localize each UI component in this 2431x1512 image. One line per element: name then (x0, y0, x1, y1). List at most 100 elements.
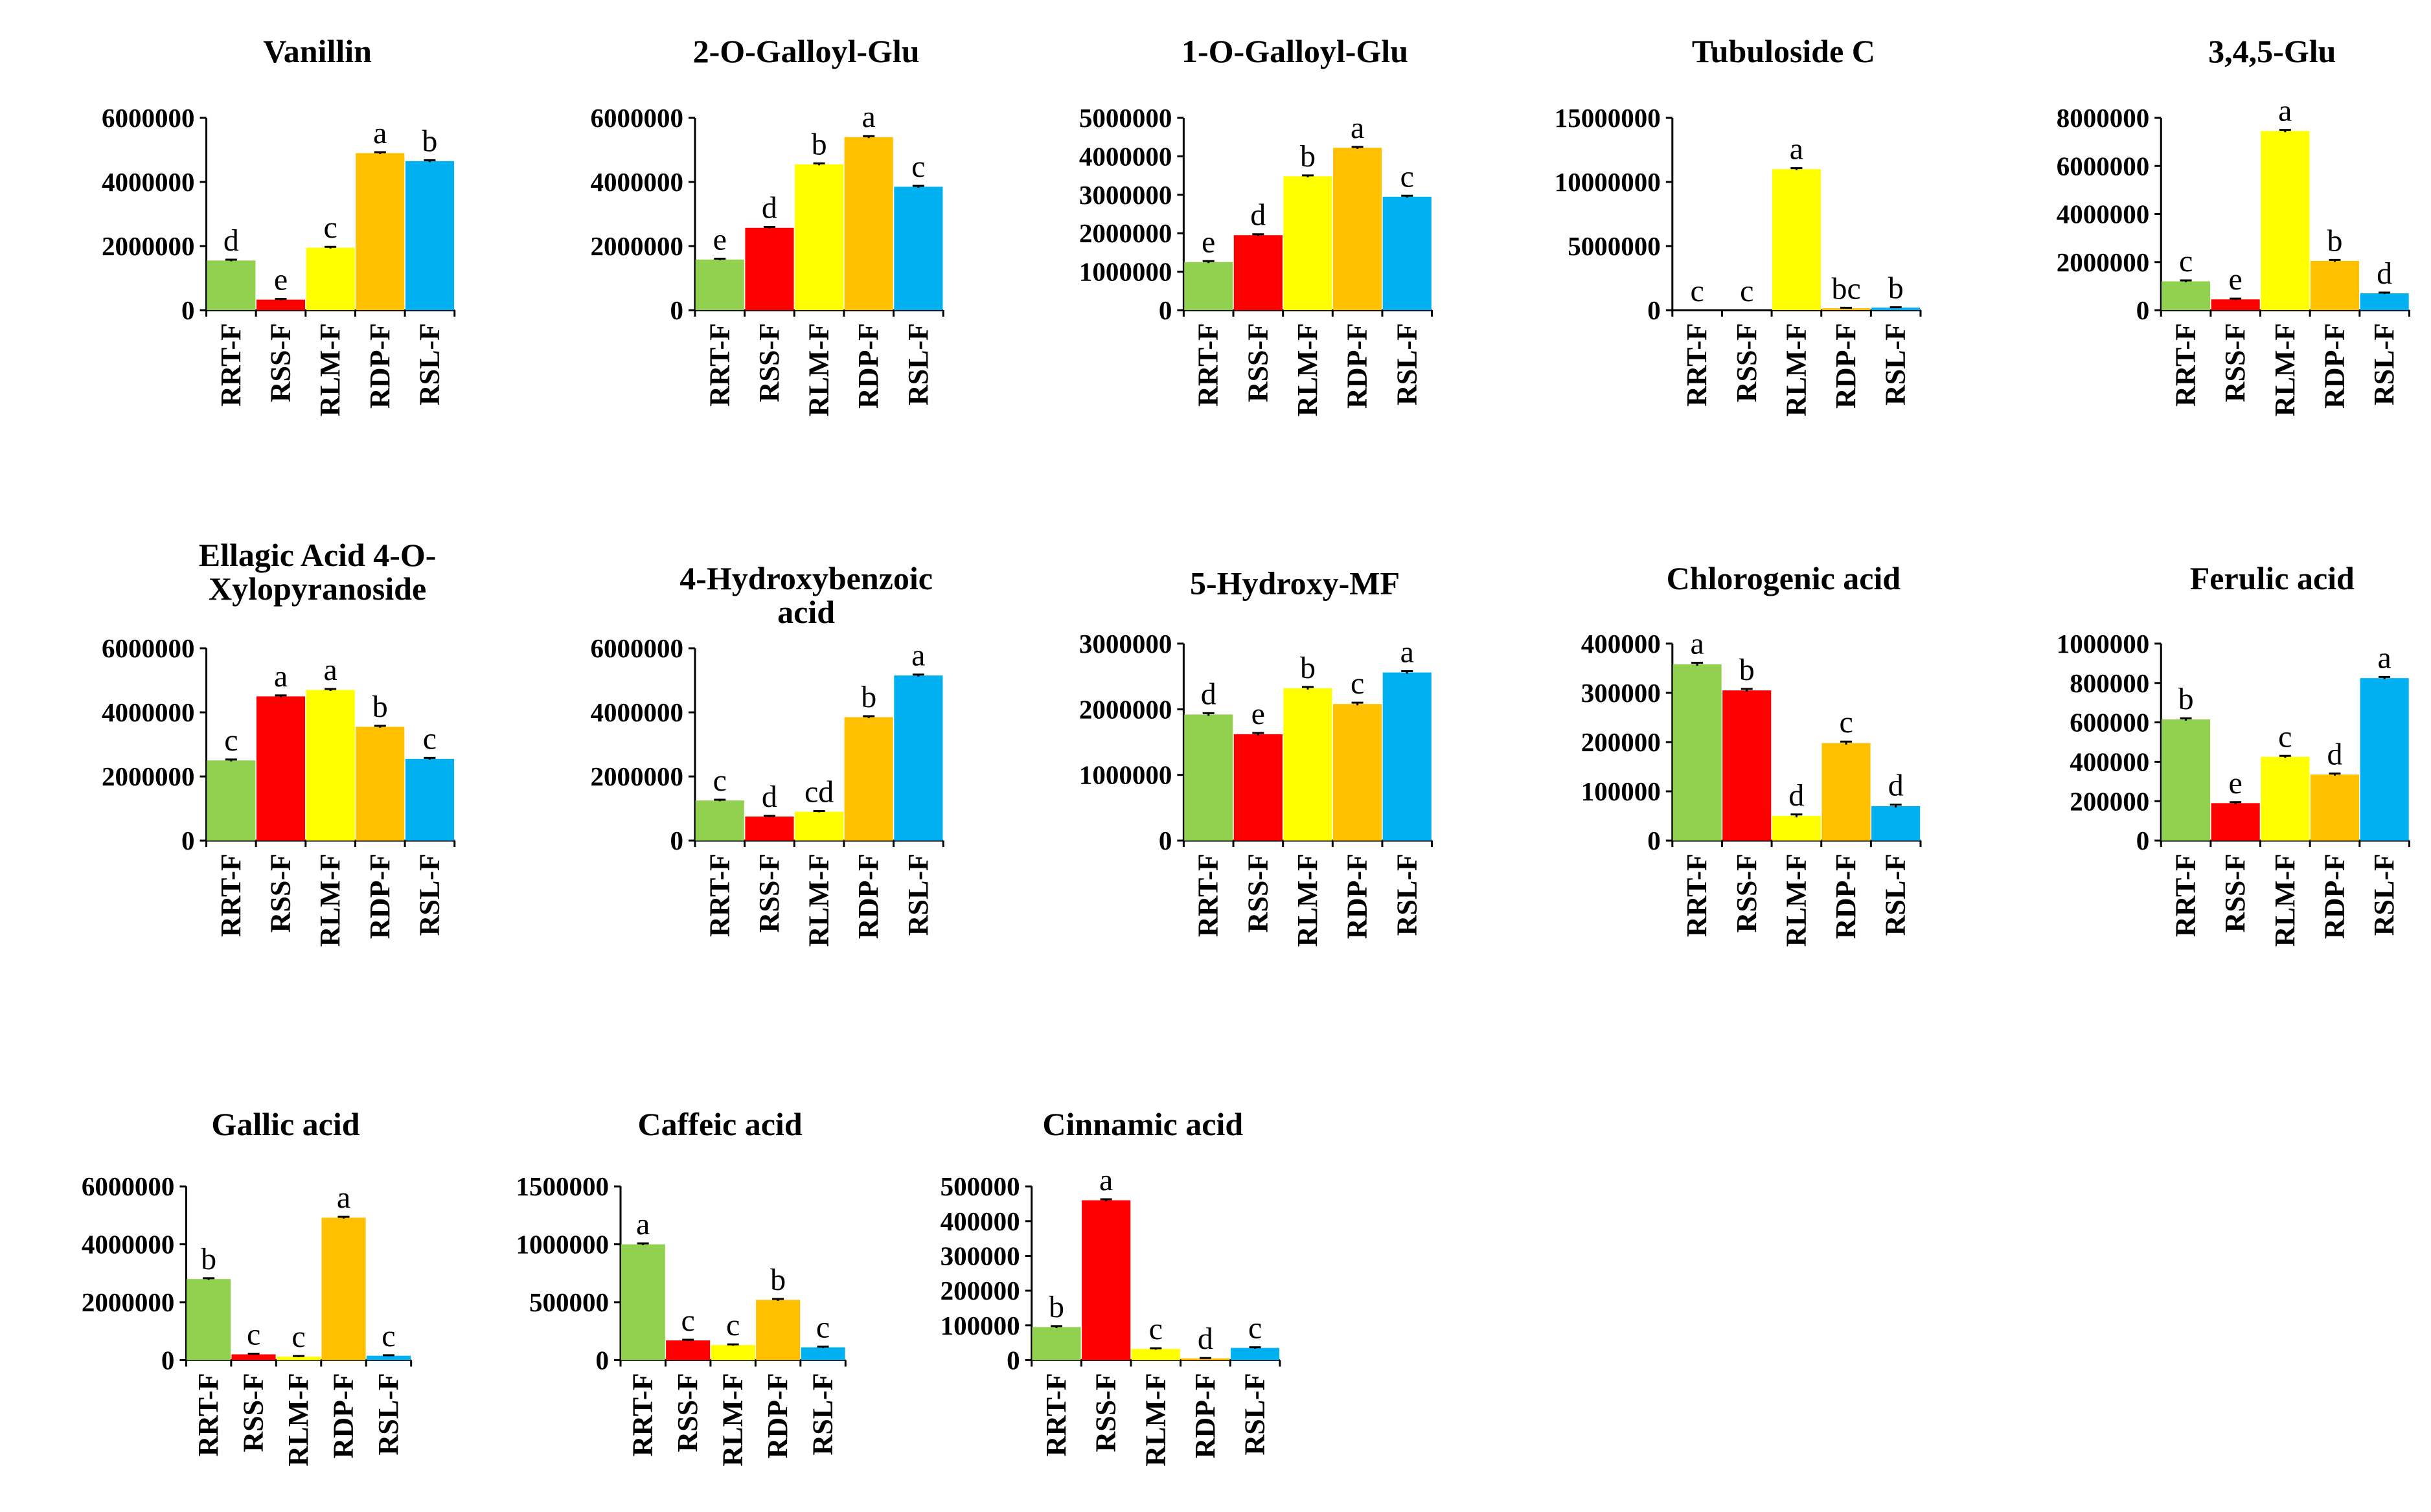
significance-letter: c (423, 721, 437, 756)
y-tick-label: 500000 (941, 1171, 1020, 1201)
y-tick-label: 2000000 (102, 762, 195, 791)
significance-letter: d (2327, 738, 2343, 772)
x-category-label: RSS-F (1090, 1373, 1122, 1452)
significance-letter: e (274, 263, 288, 297)
significance-letter: a (373, 116, 387, 150)
panel-3-4-5-glu: 3,4,5-Glu 0 2000000 4000000 6000000 8000000 c R… (2057, 33, 2410, 416)
x-category-label: RSL-F (1239, 1373, 1271, 1455)
x-category-label: RDP-F (762, 1373, 793, 1458)
x-category-label: RDP-F (1830, 853, 1862, 939)
significance-letter: a (2278, 94, 2292, 128)
x-category-label: RDP-F (2319, 323, 2351, 409)
chart-title: 3,4,5-Glu (2208, 33, 2336, 69)
chart-title: Ferulic acid (2190, 560, 2355, 596)
bar-rlm-f (1772, 816, 1821, 841)
significance-letter: a (274, 659, 288, 694)
panel-ellagic-acid-4-o-xylopyranoside: Ellagic Acid 4-O-Xylopyranoside 0 2000000 4… (102, 537, 456, 947)
y-tick-label: 4000000 (2057, 199, 2150, 229)
bar-rlm-f (1772, 169, 1821, 310)
x-category-label: RRT-F (1193, 853, 1224, 937)
y-tick-label: 1000000 (1079, 257, 1172, 287)
significance-letter: d (1250, 198, 1266, 232)
chart-title: Tubuloside C (1692, 33, 1875, 69)
bar-rsl-f (2360, 293, 2409, 310)
y-tick-label: 0 (2136, 295, 2150, 325)
bar-rdp-f (2310, 774, 2359, 841)
x-category-label: RRT-F (627, 1373, 659, 1456)
x-category-label: RSL-F (413, 323, 445, 405)
y-tick-label: 0 (161, 1345, 175, 1375)
significance-letter: c (1690, 274, 1704, 308)
significance-letter: c (1351, 666, 1364, 701)
chart-title: Cinnamic acid (1042, 1106, 1243, 1142)
x-category-label: RSS-F (753, 323, 785, 402)
y-tick-label: 300000 (1581, 678, 1661, 708)
panel-2-o-galloyl-glu: 2-O-Galloyl-Glu 0 2000000 4000000 6000000 e RR… (590, 33, 944, 416)
y-tick-label: 2000000 (590, 762, 683, 791)
y-tick-label: 200000 (2070, 786, 2149, 816)
bar-rrt-f (207, 760, 256, 841)
bar-rlm-f (711, 1345, 755, 1360)
x-category-label: RSS-F (1731, 853, 1763, 932)
y-tick-label: 0 (1647, 295, 1661, 325)
x-category-label: RLM-F (717, 1373, 749, 1466)
significance-letter: bc (1831, 271, 1860, 306)
bar-rdp-f (1333, 704, 1382, 841)
y-tick-label: 2000000 (102, 231, 195, 261)
bar-rrt-f (695, 800, 744, 841)
y-tick-label: 8000000 (2057, 103, 2150, 133)
bar-rsl-f (366, 1355, 411, 1360)
y-tick-label: 5000000 (1079, 103, 1172, 133)
x-category-label: RSS-F (238, 1373, 269, 1452)
y-tick-label: 200000 (941, 1276, 1020, 1305)
significance-letter: a (1400, 635, 1414, 670)
x-category-label: RLM-F (314, 323, 346, 416)
x-category-label: RRT-F (1040, 1373, 1072, 1456)
panel-5-hydroxy-mf: 5-Hydroxy-MF 0 1000000 2000000 3000000 d RRT-F… (1079, 565, 1433, 947)
significance-letter: e (1202, 225, 1215, 259)
y-tick-label: 4000000 (102, 167, 195, 197)
bar-rdp-f (756, 1300, 801, 1360)
bar-rss-f (231, 1354, 276, 1360)
significance-letter: d (762, 780, 777, 814)
significance-letter: c (323, 210, 337, 245)
bar-rss-f (1722, 690, 1772, 841)
bar-rdp-f (2310, 260, 2359, 310)
y-tick-label: 1500000 (516, 1171, 610, 1201)
x-category-label: RDP-F (852, 323, 884, 409)
bar-rsl-f (1871, 806, 1921, 841)
chart-title: Ellagic Acid 4-O- (199, 537, 437, 573)
y-tick-label: 2000000 (2057, 247, 2150, 277)
y-tick-label: 0 (670, 295, 683, 325)
x-category-label: RSL-F (2368, 853, 2400, 936)
y-tick-label: 0 (596, 1345, 610, 1375)
significance-letter: b (770, 1263, 786, 1297)
x-category-label: RRT-F (1681, 853, 1713, 937)
panel-vanillin: Vanillin 0 2000000 4000000 6000000 d RRT-F e RSS… (102, 33, 456, 416)
chart-title: acid (777, 594, 835, 630)
y-tick-label: 15000000 (1555, 103, 1661, 133)
y-tick-label: 0 (181, 295, 195, 325)
significance-letter: b (1888, 271, 1904, 305)
bar-rrt-f (187, 1279, 231, 1360)
x-category-label: RDP-F (328, 1373, 360, 1458)
y-tick-label: 4000000 (590, 697, 683, 727)
panel-gallic-acid: Gallic acid 0 2000000 4000000 6000000 b RRT-F c… (82, 1106, 413, 1467)
y-tick-label: 4000000 (590, 167, 683, 197)
bar-rrt-f (2162, 281, 2211, 310)
significance-letter: c (1149, 1312, 1163, 1346)
bar-rdp-f (321, 1217, 366, 1360)
x-category-label: RLM-F (1780, 323, 1812, 416)
panel-caffeic-acid: Caffeic acid 0 500000 1000000 1500000 a RRT-F c… (516, 1106, 847, 1467)
x-category-label: RDP-F (364, 323, 396, 409)
x-category-label: RSS-F (2219, 323, 2251, 402)
bar-rlm-f (1283, 688, 1332, 841)
significance-letter: e (1251, 697, 1265, 731)
y-tick-label: 0 (1159, 826, 1172, 855)
bar-rsl-f (405, 758, 454, 841)
bar-rrt-f (207, 260, 256, 310)
significance-letter: b (201, 1242, 216, 1276)
y-tick-label: 0 (181, 826, 195, 855)
y-tick-label: 600000 (2070, 708, 2149, 738)
